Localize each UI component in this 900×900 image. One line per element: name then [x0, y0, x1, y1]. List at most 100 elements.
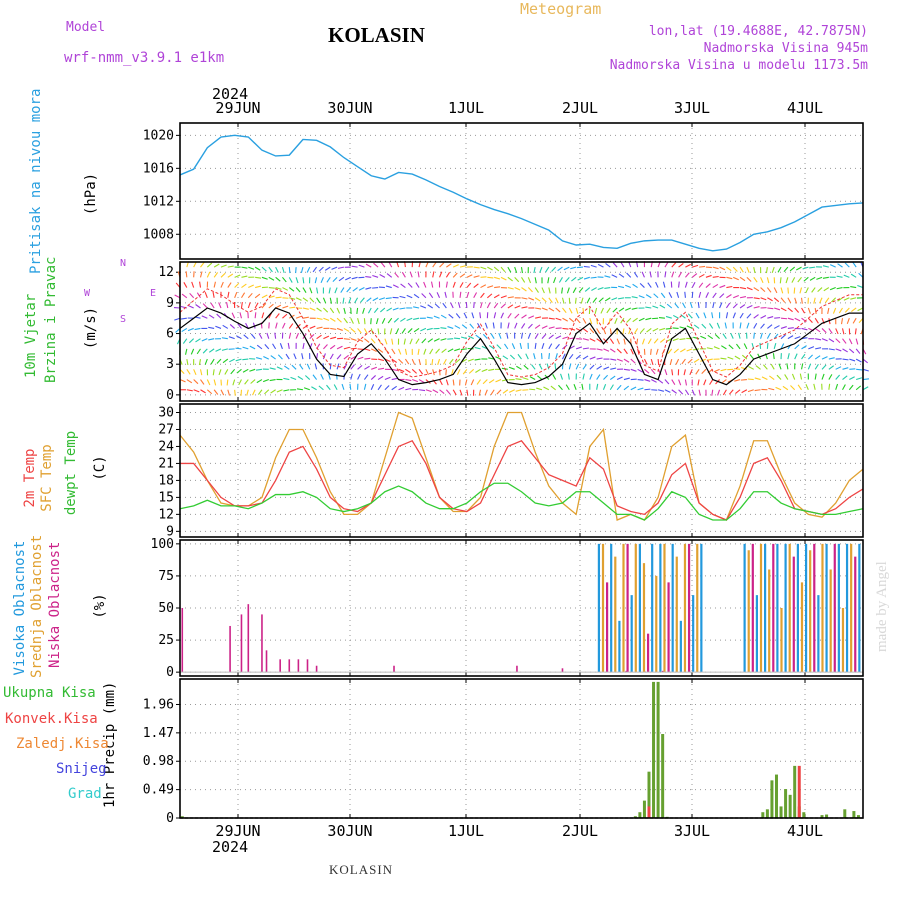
wind-barb — [773, 297, 780, 303]
wind-barb — [193, 389, 200, 393]
wind-barb — [548, 343, 553, 350]
wind-barb — [502, 389, 509, 394]
wind-barb — [589, 373, 593, 380]
wind-barb — [250, 333, 256, 340]
wind-barb — [231, 312, 236, 319]
wind-barb — [430, 281, 434, 288]
wind-barb — [647, 282, 652, 288]
wind-barb — [364, 348, 371, 352]
wind-barb — [800, 297, 803, 304]
wind-barb — [398, 348, 402, 355]
wind-barb — [765, 267, 768, 274]
wind-barb — [218, 302, 222, 309]
wind-barb — [471, 312, 475, 319]
wind-barb — [336, 354, 342, 360]
wind-barb — [181, 327, 188, 333]
wind-barb — [703, 312, 707, 319]
wind-barb — [312, 266, 318, 273]
wind-barb — [328, 373, 331, 380]
wind-barb — [527, 332, 531, 339]
wind-barb — [773, 342, 777, 350]
wind-barb — [623, 358, 630, 363]
wind-barb — [322, 297, 327, 304]
wind-barb — [181, 293, 188, 299]
wind-barb — [836, 275, 843, 278]
wind-barb — [713, 346, 720, 350]
wind-barb — [183, 282, 188, 288]
wind-barb — [275, 287, 282, 290]
y-tick-label: 12 — [158, 265, 174, 280]
wind-barb — [371, 366, 378, 370]
wind-barb — [380, 262, 386, 268]
legend-snow: Snijeg — [56, 761, 107, 777]
wind-barb — [385, 297, 392, 300]
wind-barb — [507, 266, 512, 273]
wind-barb — [856, 377, 863, 381]
wind-barb — [421, 338, 427, 344]
wind-barb — [445, 379, 449, 386]
wind-barb — [844, 262, 850, 268]
wind-barb — [480, 266, 487, 270]
wind-barb — [212, 291, 215, 298]
wind-barb — [242, 358, 249, 361]
wind-barb — [782, 385, 789, 391]
y-tick-label: 75 — [158, 569, 174, 584]
precip-bar — [642, 800, 646, 818]
wind-barb — [384, 376, 391, 381]
wind-barb — [227, 265, 234, 268]
wind-barb — [283, 365, 290, 370]
wind-barb — [318, 266, 324, 272]
wind-barb — [227, 291, 230, 298]
wind-barb — [304, 375, 311, 380]
wind-barb — [232, 379, 236, 386]
wind-barb — [387, 317, 393, 324]
wind-barb — [384, 338, 388, 345]
wind-barb — [678, 263, 684, 268]
wind-barb — [418, 368, 424, 375]
wind-barb — [202, 303, 208, 309]
wind-barb — [760, 277, 764, 284]
wind-barb — [548, 334, 554, 340]
wind-barb — [261, 294, 268, 299]
wind-barb — [433, 315, 440, 319]
y-tick-label: 50 — [158, 601, 174, 616]
wind-barb — [349, 383, 352, 390]
wind-barb — [848, 384, 854, 391]
wind-barb — [582, 327, 589, 333]
wind-barb — [856, 368, 863, 371]
wind-barb — [400, 283, 406, 288]
wind-barb — [794, 307, 800, 313]
wind-barb — [381, 317, 386, 324]
wind-barb — [659, 327, 666, 331]
temp-sfc-line — [179, 411, 864, 521]
cloud-bars — [181, 543, 861, 673]
wind-barb — [766, 277, 770, 284]
wind-barb — [468, 368, 475, 374]
wind-barb — [555, 297, 559, 304]
wind-barb — [746, 313, 752, 319]
wind-barb — [413, 293, 420, 299]
wind-barb — [590, 264, 597, 268]
wind-barb — [709, 323, 714, 329]
wind-barb — [523, 364, 529, 370]
wind-barb — [343, 354, 349, 360]
wind-barb — [852, 317, 857, 324]
wind-barb — [509, 354, 516, 360]
wind-barb — [500, 295, 507, 299]
wind-barb — [452, 272, 458, 278]
wind-barb — [780, 297, 786, 303]
wind-barb — [377, 328, 380, 335]
wind-barb — [208, 338, 215, 341]
wind-barb — [395, 328, 400, 335]
x-tick-label-top: 2JUL — [562, 99, 598, 117]
wind-barb — [780, 287, 784, 294]
wind-barb — [399, 307, 406, 310]
wind-barb — [254, 302, 259, 309]
wind-barb — [664, 379, 670, 385]
wind-barb — [213, 389, 219, 395]
wind-barb — [684, 379, 688, 386]
wind-barb — [855, 338, 859, 345]
wind-barb — [546, 363, 550, 370]
wind-barb — [730, 332, 734, 339]
